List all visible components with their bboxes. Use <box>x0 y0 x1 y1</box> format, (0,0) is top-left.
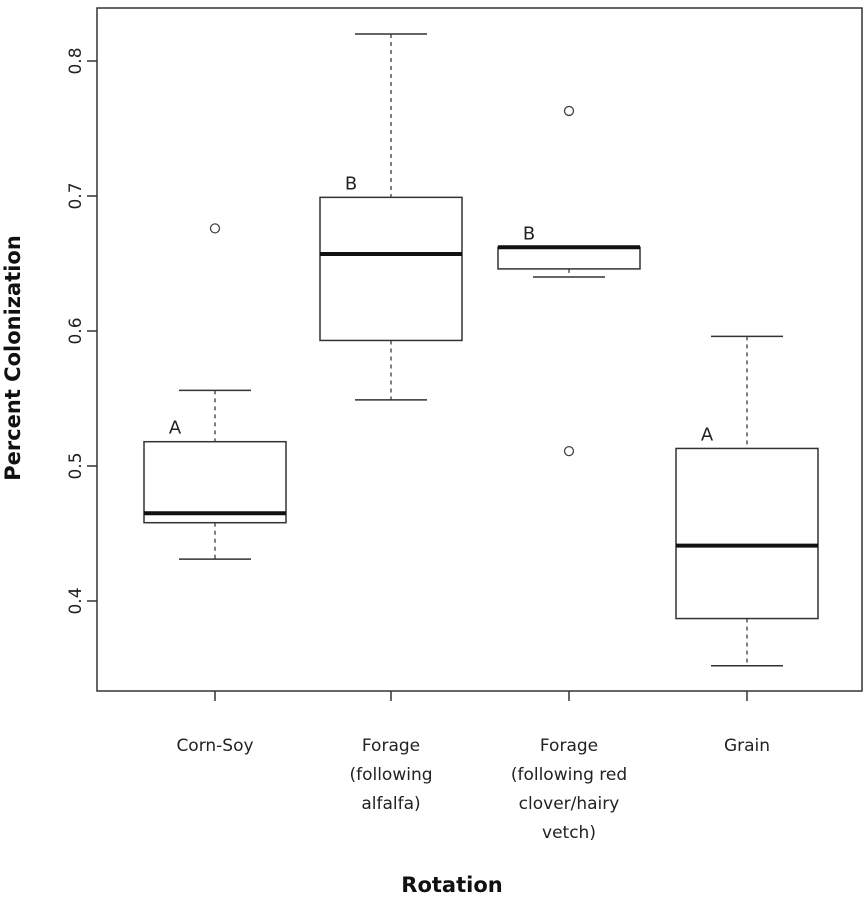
x-axis-title: Rotation <box>401 873 502 897</box>
y-tick-label: 0.5 <box>66 452 86 479</box>
significance-letter: A <box>169 418 182 439</box>
y-tick-label: 0.4 <box>66 587 86 614</box>
outlier-point <box>563 445 575 457</box>
plot-frame <box>96 7 863 692</box>
y-tick-label: 0.6 <box>66 317 86 344</box>
iqr-box <box>319 196 463 342</box>
box-group: A <box>143 223 287 560</box>
x-category-label: vetch) <box>542 823 596 843</box>
box-group: B <box>319 33 463 401</box>
y-axis: 0.4 0.5 0.6 0.7 0.8 <box>66 47 97 615</box>
y-tick-label: 0.7 <box>66 182 86 209</box>
x-category-label: Grain <box>724 736 770 756</box>
box-group: A <box>675 335 819 667</box>
x-category-label: (following <box>349 765 432 785</box>
iqr-box <box>497 246 641 270</box>
outlier-point <box>563 105 575 117</box>
x-axis: Corn-Soy Forage (following alfalfa) Forage (f… <box>176 691 770 843</box>
y-tick-label: 0.8 <box>66 47 86 74</box>
outlier-point <box>209 223 221 234</box>
box-group: B <box>497 105 641 457</box>
iqr-box <box>143 440 287 524</box>
x-category-label: Forage <box>362 736 420 756</box>
iqr-box <box>675 447 819 620</box>
significance-letter: A <box>701 424 714 445</box>
x-category-label: Forage <box>540 736 598 756</box>
x-category-label: Corn-Soy <box>176 736 253 756</box>
x-category-label: alfalfa) <box>361 794 420 814</box>
x-category-label: (following red <box>511 765 627 785</box>
significance-letter: B <box>523 223 535 244</box>
x-category-label: clover/hairy <box>519 794 620 814</box>
boxes-layer: A B B A <box>143 33 819 667</box>
significance-letter: B <box>345 173 357 194</box>
y-axis-title: Percent Colonization <box>1 235 25 481</box>
